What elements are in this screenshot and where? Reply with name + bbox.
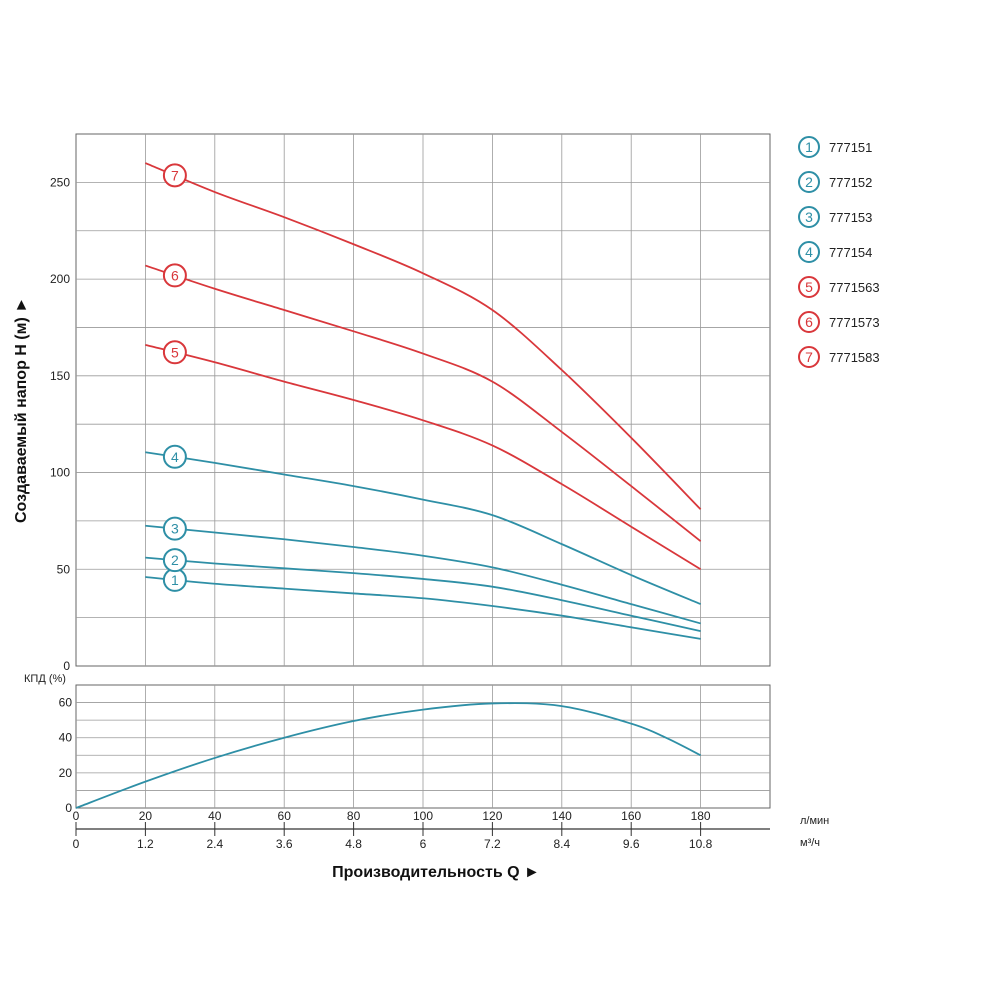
curve-marker-label: 5 [171,344,179,360]
x-tick-label-lmin: 40 [208,809,222,823]
x-axis: 0 0 20 1.2 40 2.4 60 3.6 80 4.8 100 6 120 7.2 140 8.4 16… [73,809,830,881]
curve-marker-label: 6 [171,267,179,283]
legend-label: 777153 [829,210,872,225]
legend-item-4: 4 777154 [798,241,872,263]
curve-marker-1: 1 [162,567,187,592]
legend-item-5: 5 7771563 [798,276,880,298]
head-y-tick-label: 50 [57,562,71,576]
efficiency-chart-panel: 0 20 40 60 КПД (%) [24,673,771,815]
legend-label: 7771583 [829,350,880,365]
legend-marker-label: 4 [805,244,813,260]
head-y-tick-label: 100 [50,466,70,480]
curve-marker-5: 5 [162,340,187,365]
legend-marker-label: 7 [805,349,813,365]
x-tick-label-m3h: 7.2 [484,837,501,851]
head-curve-1 [145,576,701,640]
x-tick-label-lmin: 180 [691,809,711,823]
x-tick-label-m3h: 4.8 [345,837,362,851]
efficiency-curve-line [75,702,702,809]
x-tick-label-m3h: 8.4 [553,837,570,851]
head-y-tick-label: 250 [50,175,70,189]
efficiency-axis-title: КПД (%) [24,673,66,685]
x-ticks: 0 0 20 1.2 40 2.4 60 3.6 80 4.8 100 6 120 7.2 140 8.4 16… [73,809,713,851]
curve-marker-label: 2 [171,552,179,568]
x-unit-m3h: м³/ч [800,837,820,849]
x-tick-label-m3h: 10.8 [689,837,713,851]
head-curve-2 [145,556,701,633]
head-curve-6 [145,264,702,542]
head-axis-title: Создаваемый напор Н (м) ► [13,297,30,523]
x-tick-label-lmin: 0 [73,809,80,823]
head-chart-panel: 0 50 100 150 200 250 1 2 3 4 5 6 7 Создаваемый напо… [13,133,771,673]
legend-label: 7771573 [829,315,880,330]
legend-marker-label: 3 [805,209,813,225]
efficiency-y-tick-label: 60 [59,696,73,710]
x-tick-label-lmin: 80 [347,809,361,823]
efficiency-curve [75,702,702,809]
curve-marker-label: 3 [171,521,179,537]
legend-label: 777154 [829,245,872,260]
efficiency-y-tick-label: 40 [59,731,73,745]
x-tick-label-m3h: 0 [73,837,80,851]
x-tick-label-lmin: 120 [482,809,502,823]
head-curve-4 [145,451,701,605]
head-curves [145,162,702,640]
legend-item-3: 3 777153 [798,206,872,228]
head-y-tick-label: 0 [63,659,70,673]
head-curve-markers: 1 2 3 4 5 6 7 [162,163,187,592]
curve-marker-label: 1 [171,572,179,588]
efficiency-y-tick-label: 0 [65,801,72,815]
curve-marker-6: 6 [162,263,187,288]
x-tick-label-lmin: 100 [413,809,433,823]
legend-item-2: 2 777152 [798,171,872,193]
head-y-tick-label: 150 [50,369,70,383]
legend-marker-label: 5 [805,279,813,295]
head-curve-7 [145,162,702,510]
legend-item-6: 6 7771573 [798,311,880,333]
curve-marker-3: 3 [162,516,187,541]
efficiency-y-tick-label: 20 [59,766,73,780]
legend-item-1: 1 777151 [798,136,872,158]
curve-marker-4: 4 [162,444,187,469]
efficiency-y-ticks: 0 20 40 60 [59,696,73,815]
legend-label: 7771563 [829,280,880,295]
x-tick-label-m3h: 6 [420,837,427,851]
head-curve-5 [145,343,702,571]
x-tick-label-lmin: 60 [278,809,292,823]
x-tick-label-m3h: 1.2 [137,837,154,851]
x-tick-label-lmin: 140 [552,809,572,823]
x-tick-label-m3h: 2.4 [206,837,223,851]
legend-marker-label: 6 [805,314,813,330]
curve-marker-7: 7 [162,163,187,188]
legend-item-7: 7 7771583 [798,346,880,368]
head-curve-3 [145,524,701,625]
legend-marker-label: 1 [805,139,813,155]
x-axis-title: Производительность Q ► [332,864,540,881]
legend-label: 777151 [829,140,872,155]
x-tick-label-m3h: 9.6 [623,837,640,851]
x-tick-label-m3h: 3.6 [276,837,293,851]
curve-marker-2: 2 [162,548,187,573]
x-unit-lmin: л/мин [800,815,829,827]
head-y-tick-label: 200 [50,272,70,286]
head-y-ticks: 0 50 100 150 200 250 [50,175,70,673]
x-tick-label-lmin: 160 [621,809,641,823]
curve-marker-label: 7 [171,167,179,183]
legend-marker-label: 2 [805,174,813,190]
x-tick-label-lmin: 20 [139,809,153,823]
legend-label: 777152 [829,175,872,190]
curve-marker-label: 4 [171,449,179,465]
